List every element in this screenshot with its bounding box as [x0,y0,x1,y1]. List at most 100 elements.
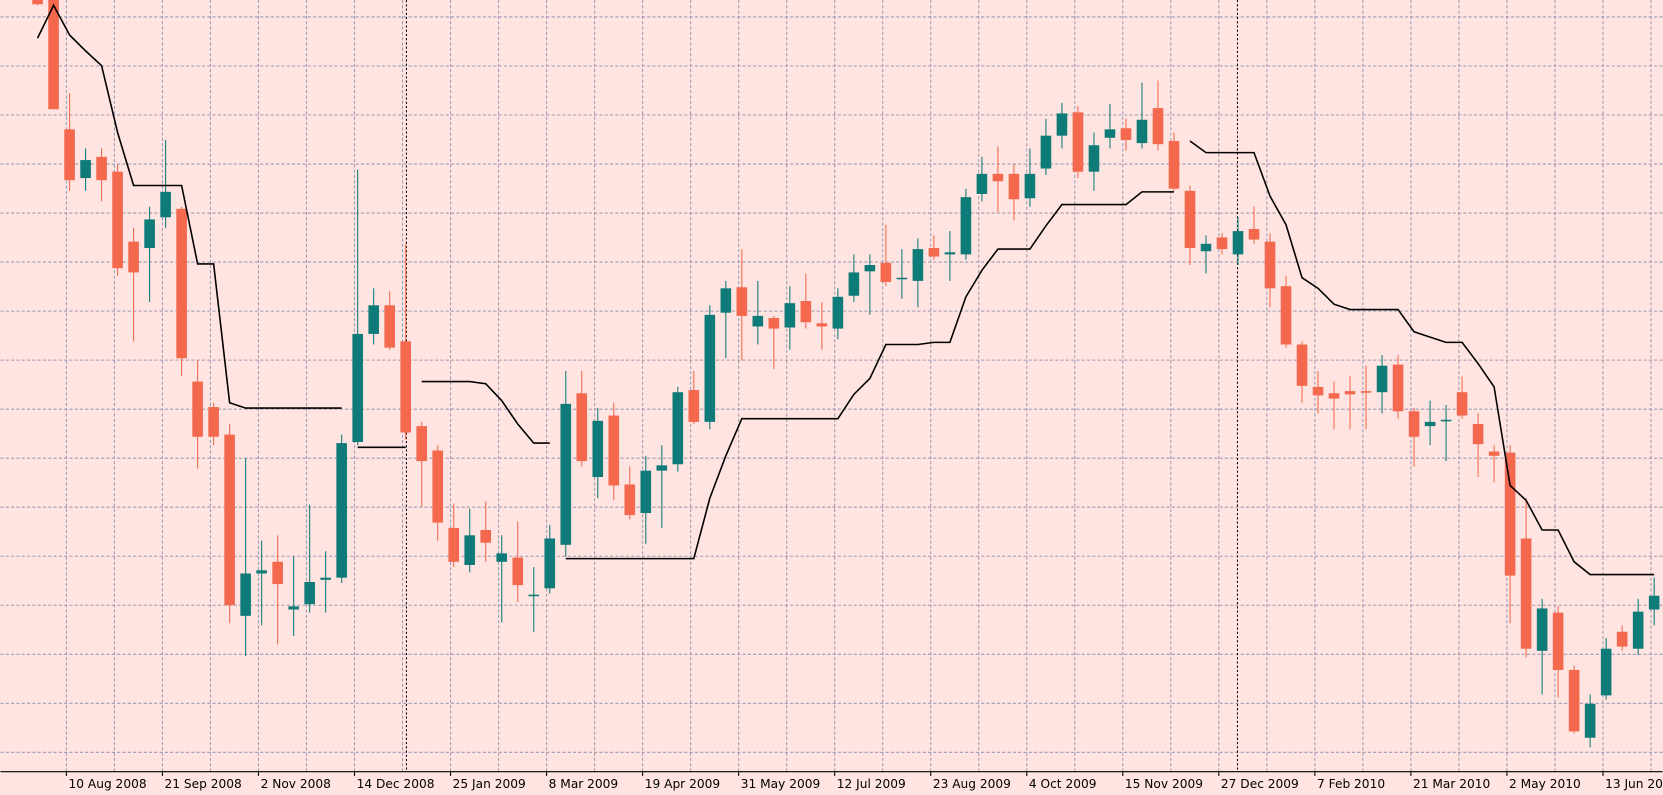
candle-body [800,301,812,323]
candle-body [976,173,988,194]
candle-body [288,606,299,610]
indicator-line [1189,140,1655,576]
candle-body [992,173,1004,182]
candle-body [1216,237,1228,250]
candle-body [864,265,876,272]
candle-body [96,156,107,181]
x-tick-label: 2 May 2010 [1509,777,1581,791]
candle-body [320,577,331,580]
candle-body [1648,595,1660,610]
candle-body [272,561,283,585]
candle-body [32,0,43,5]
candle-body [1360,391,1372,393]
candle-body [944,252,956,255]
candle-body [1472,424,1484,445]
candle-body [128,241,139,273]
candle-body [368,305,379,334]
candle-body [240,573,251,616]
indicator-line [36,3,342,409]
candle-body [464,535,476,565]
indicator-line [421,380,550,444]
candle-body [1104,129,1116,138]
candle-body [1264,241,1276,289]
candle-body [960,197,972,255]
x-tick-label: 14 Dec 2008 [357,777,435,791]
candle-body [1504,452,1516,576]
candle-body [1520,538,1532,649]
candle-body [1392,364,1404,412]
candle-body [48,0,59,110]
candle-body [592,420,604,477]
candle-body [176,208,187,359]
candle-body [528,594,540,597]
candle-body [1056,113,1068,136]
x-tick-label: 2 Nov 2008 [261,777,331,791]
candle-body [512,557,524,586]
candle-body [1024,173,1036,199]
candle-body [1456,392,1468,416]
candle-body [912,249,924,281]
candle-body [1488,451,1500,456]
candle-body [1568,669,1580,732]
candle-body [752,315,764,327]
candle-body [480,530,492,543]
candle-body [1344,391,1356,395]
candle-body [448,527,460,562]
candle-body [1184,190,1196,249]
candle-body [608,415,620,486]
candle-body [1600,648,1612,696]
x-tick-label: 27 Dec 2009 [1221,777,1299,791]
candle-body [1584,703,1596,738]
candle-body [1616,631,1628,647]
x-tick-label: 21 Sep 2008 [165,777,242,791]
x-tick-label: 7 Feb 2010 [1317,777,1385,791]
candle-body [1152,108,1164,145]
candle-body [1008,173,1020,200]
plot [32,0,1660,748]
candle-body [1072,112,1084,172]
candle-body [640,470,652,514]
candle-body [736,287,748,316]
candle-body [848,272,860,296]
candle-body [80,160,91,179]
candle-body [1136,119,1148,144]
x-tick-label: 4 Oct 2009 [1029,777,1097,791]
candle-body [1088,145,1100,172]
candle-body [816,323,828,327]
candle-body [208,407,219,437]
candle-body [1536,608,1548,651]
candle-body [576,393,588,462]
candle-body [656,465,668,471]
candle-body [336,443,347,578]
x-tick-label: 19 Apr 2009 [645,777,720,791]
candle-body [880,262,892,282]
candle-body [400,341,411,433]
x-tick-label: 8 Mar 2009 [549,777,619,791]
grid [0,0,1663,772]
candle-body [1328,393,1340,399]
candle-body [1376,365,1388,393]
x-tick-label: 21 Mar 2010 [1413,777,1490,791]
candle-body [224,434,235,606]
x-tick-label: 31 May 2009 [741,777,820,791]
candle-body [544,538,556,589]
x-tick-label: 12 Jul 2009 [837,777,906,791]
candle-body [1408,411,1420,437]
candle-body [672,392,684,465]
candle-body [144,219,155,249]
x-tick-label: 13 Jun 2010 [1605,777,1663,791]
candle-body [304,581,315,605]
x-tick-label: 10 Aug 2008 [69,777,147,791]
indicator-line [565,191,1174,560]
candle-body [832,296,844,329]
candle-body [720,288,732,313]
x-tick-label: 23 Aug 2009 [933,777,1011,791]
candle-body [432,450,444,523]
candle-body [1248,228,1260,240]
candle-body [64,129,75,181]
candle-body [784,303,796,328]
candle-body [1280,286,1292,345]
